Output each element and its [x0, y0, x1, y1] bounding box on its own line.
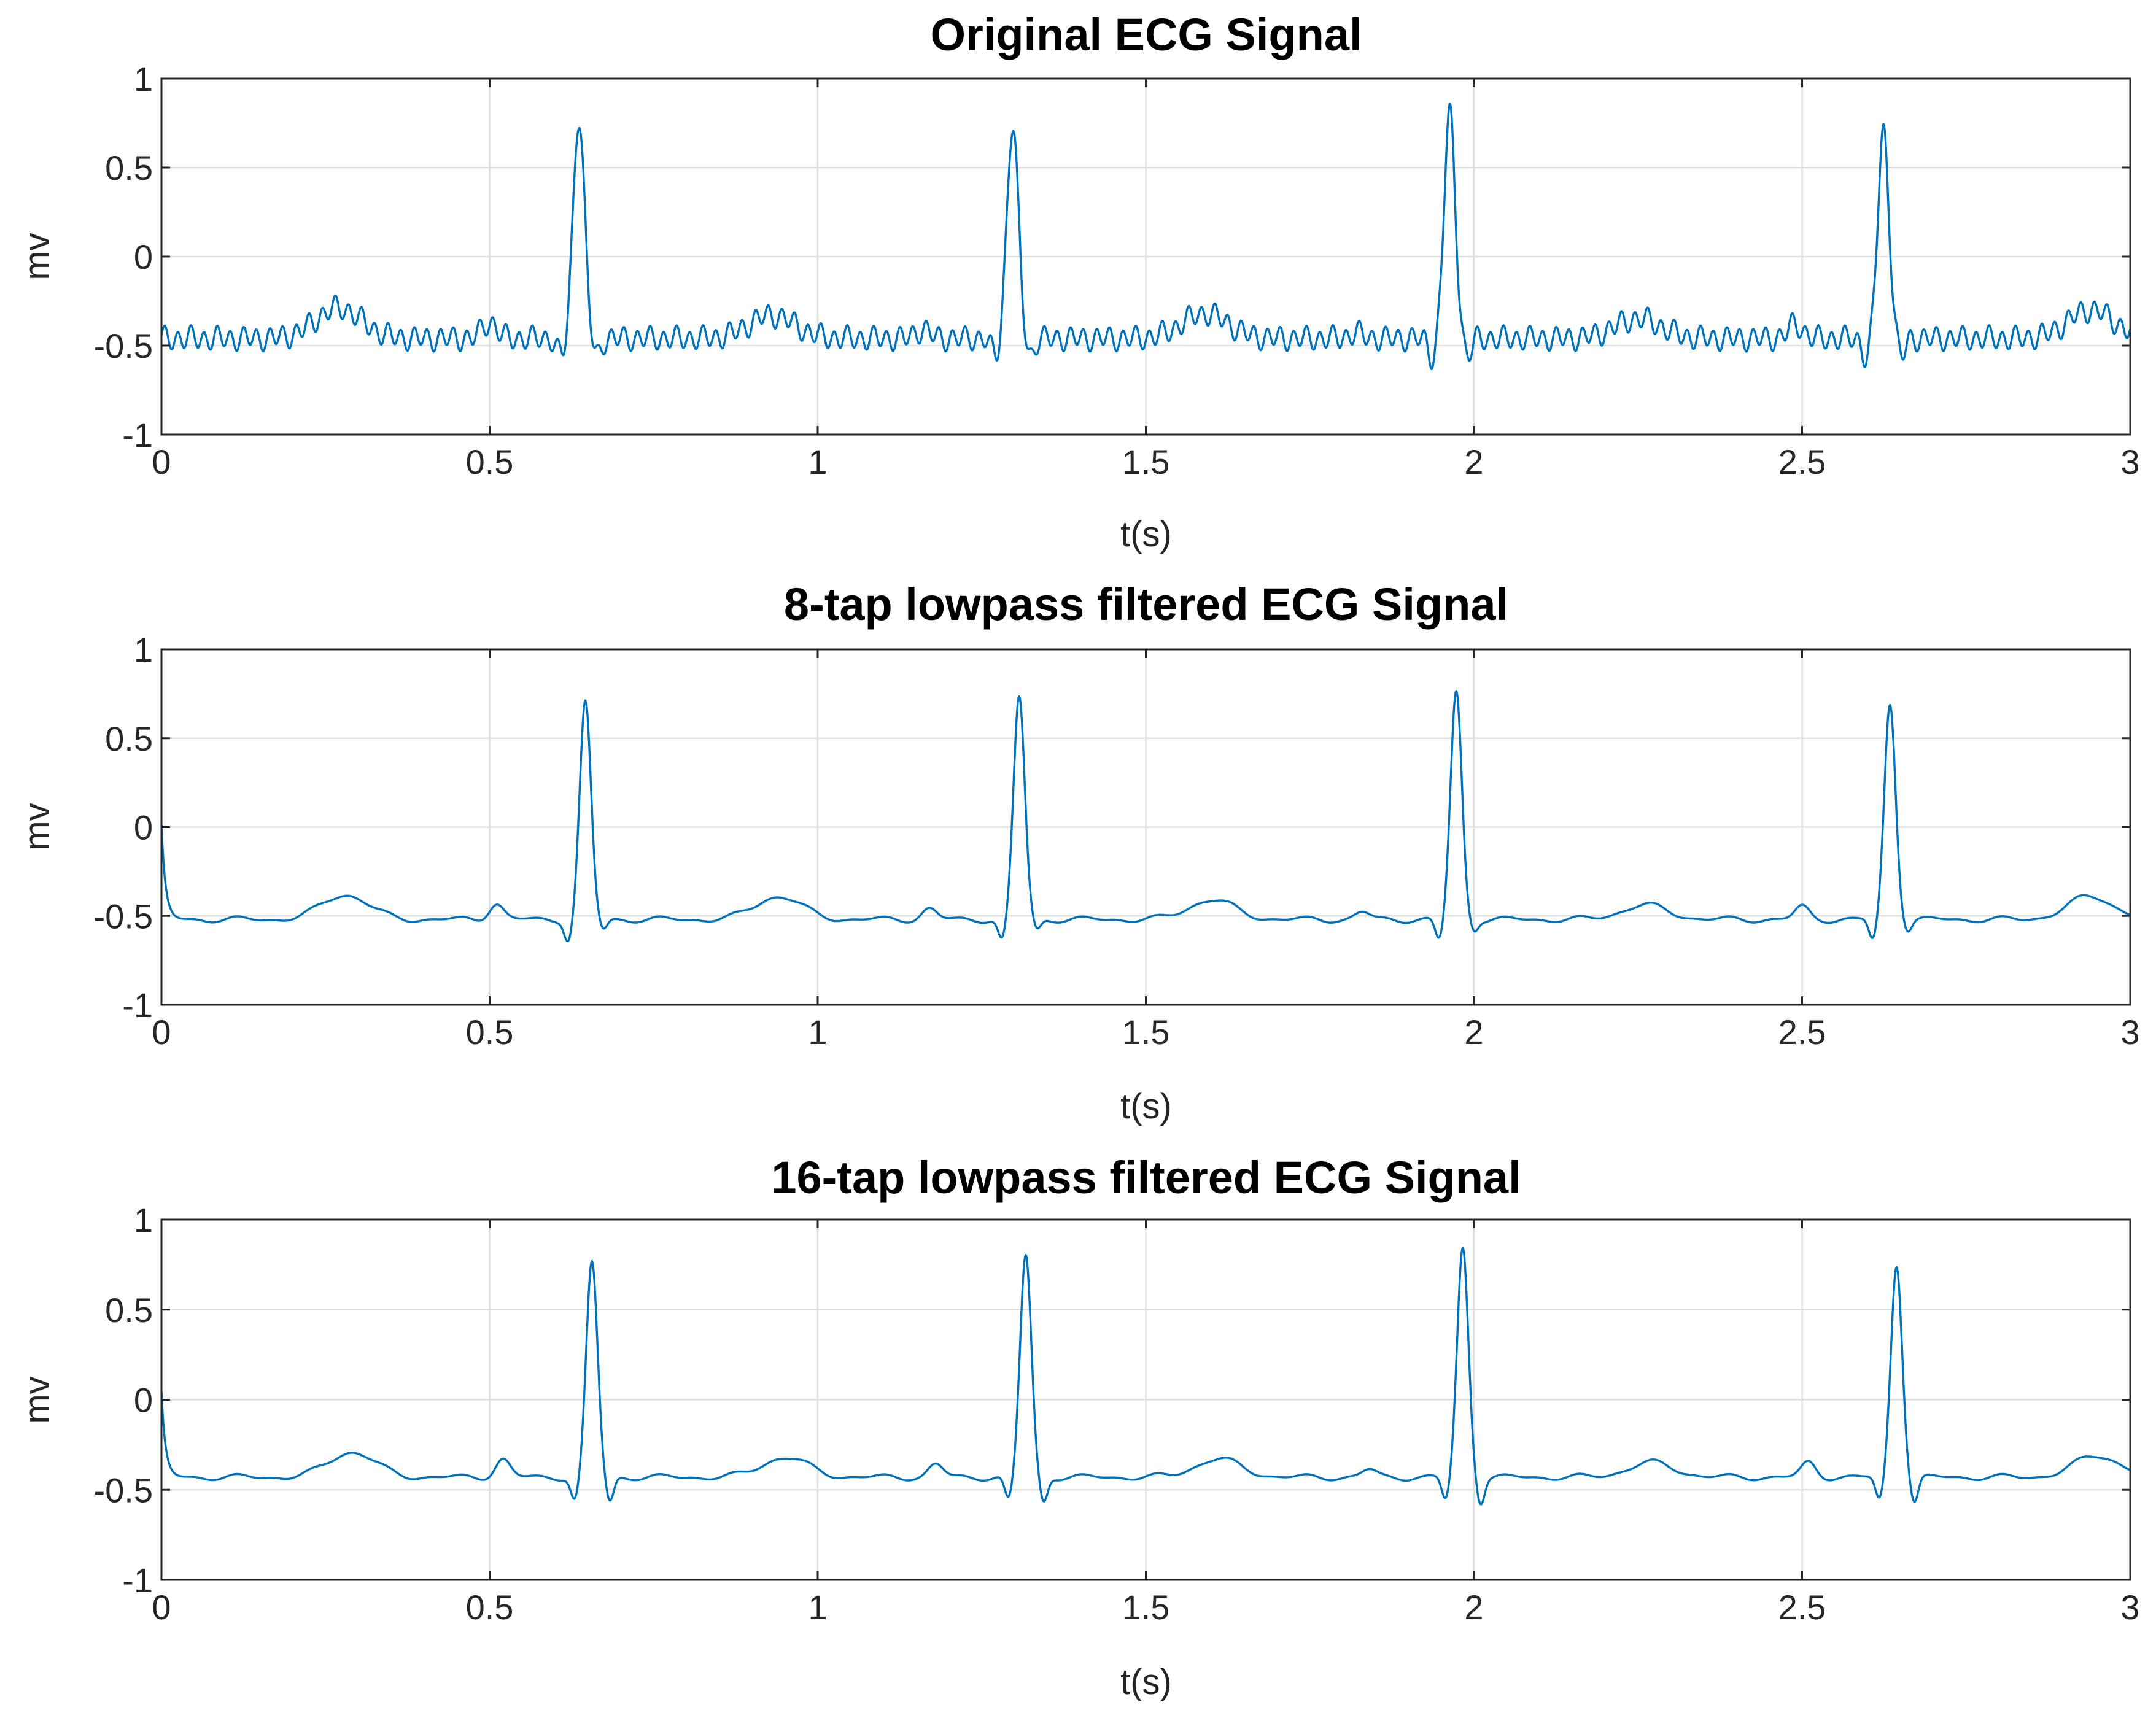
- x-tick-label: 1: [808, 443, 827, 481]
- y-tick-label: -1: [122, 416, 153, 454]
- x-tick-label: 2: [1464, 443, 1483, 481]
- y-tick-label: 1: [134, 1201, 153, 1239]
- x-tick-label: 0.5: [466, 443, 514, 481]
- y-tick-label: 1: [134, 630, 153, 669]
- x-tick-label: 3: [2120, 1588, 2139, 1627]
- y-tick-label: 0: [134, 238, 153, 276]
- x-tick-label: 1: [808, 1588, 827, 1627]
- x-axis-label: t(s): [1120, 514, 1172, 554]
- subplot-original: Original ECG Signal 0 0.5 1 1.5 2 2.5 3 -1 -0.5 0…: [17, 9, 2140, 554]
- chart-title: Original ECG Signal: [930, 9, 1362, 60]
- x-tick-label: 0: [152, 1588, 171, 1627]
- x-axis-label: t(s): [1120, 1662, 1172, 1702]
- y-tick-label: -1: [122, 1561, 153, 1600]
- x-tick-label: 0.5: [466, 1588, 514, 1627]
- y-tick-label: -1: [122, 986, 153, 1024]
- x-tick-label: 1.5: [1122, 443, 1170, 481]
- y-tick-label: 1: [134, 60, 153, 98]
- chart-title: 16-tap lowpass filtered ECG Signal: [771, 1152, 1521, 1203]
- subplot-8-tap: 8-tap lowpass filtered ECG Signal 0 0.5 1 1…: [17, 579, 2140, 1126]
- y-tick-label: -0.5: [94, 897, 153, 935]
- y-tick-label: 0.5: [105, 719, 153, 758]
- x-tick-label: 2: [1464, 1013, 1483, 1051]
- x-tick-label: 2.5: [1778, 1013, 1826, 1051]
- x-tick-label: 2.5: [1778, 1588, 1826, 1627]
- x-tick-label: 1.5: [1122, 1588, 1170, 1627]
- x-tick-label: 2: [1464, 1588, 1483, 1627]
- ecg-trace-original: [160, 103, 2131, 370]
- x-tick-label: 3: [2120, 1013, 2139, 1051]
- x-tick-label: 0: [152, 443, 171, 481]
- x-tick-label: 1.5: [1122, 1013, 1170, 1051]
- y-tick-label: -0.5: [94, 1471, 153, 1509]
- ecg-trace-8-tap: [160, 690, 2131, 943]
- y-axis-label: mv: [17, 233, 57, 280]
- y-tick-label: -0.5: [94, 327, 153, 365]
- x-tick-label: 3: [2120, 443, 2139, 481]
- x-tick-label: 0: [152, 1013, 171, 1051]
- y-tick-label: 0.5: [105, 149, 153, 187]
- y-tick-label: 0: [134, 1381, 153, 1420]
- y-axis-label: mv: [17, 1376, 57, 1423]
- x-tick-label: 2.5: [1778, 443, 1826, 481]
- y-tick-label: 0: [134, 808, 153, 847]
- y-axis-label: mv: [17, 803, 57, 850]
- chart-title: 8-tap lowpass filtered ECG Signal: [784, 579, 1508, 630]
- x-axis-label: t(s): [1120, 1086, 1172, 1126]
- x-tick-label: 0.5: [466, 1013, 514, 1051]
- ecg-trace-16-tap: [160, 1247, 2131, 1506]
- x-tick-label: 1: [808, 1013, 827, 1051]
- y-tick-label: 0.5: [105, 1291, 153, 1329]
- subplot-16-tap: 16-tap lowpass filtered ECG Signal 0 0.5 1…: [17, 1152, 2140, 1702]
